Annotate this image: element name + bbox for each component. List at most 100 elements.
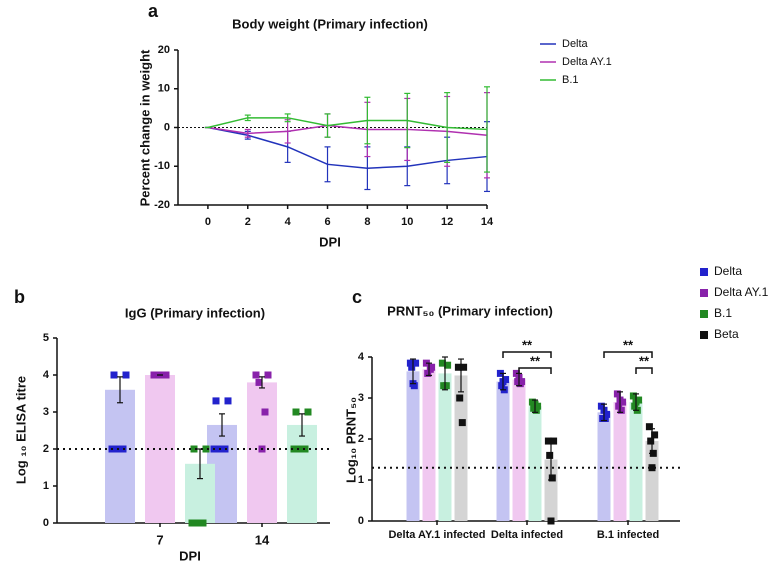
bar <box>406 371 420 521</box>
data-point <box>408 363 416 371</box>
data-point <box>460 363 468 371</box>
line <box>207 126 488 169</box>
data-point <box>651 431 659 439</box>
data-point <box>617 406 625 414</box>
x-tick-label: 14 <box>481 216 494 228</box>
data-point <box>292 408 300 416</box>
bar <box>287 424 317 523</box>
data-point <box>224 397 232 405</box>
data-point <box>426 365 434 373</box>
data-point <box>202 445 210 453</box>
y-tick-label: -20 <box>154 199 170 211</box>
data-point <box>424 369 432 377</box>
data-point <box>444 361 452 369</box>
panel-label: c <box>352 287 362 307</box>
significance-bracket <box>518 367 552 374</box>
legend-swatch <box>700 268 708 276</box>
data-point <box>548 474 556 482</box>
x-axis-label: DPI <box>179 548 201 563</box>
x-tick-label: 0 <box>205 216 211 228</box>
significance-bracket <box>635 367 653 374</box>
data-point <box>550 437 558 445</box>
data-point <box>516 380 524 388</box>
data-point <box>212 397 220 405</box>
significance-label: ** <box>522 337 533 352</box>
legend-swatch <box>700 310 708 318</box>
significance-bracket <box>502 351 552 358</box>
data-point <box>304 408 312 416</box>
y-tick-label: 1 <box>358 474 364 486</box>
data-point <box>629 392 637 400</box>
data-point <box>613 390 621 398</box>
legend-label: Delta <box>714 264 742 278</box>
data-point <box>438 359 446 367</box>
significance-bracket <box>603 351 653 358</box>
y-tick-label: 0 <box>43 517 49 529</box>
data-point <box>110 371 118 379</box>
bar <box>512 379 526 521</box>
data-point <box>298 445 306 453</box>
data-point <box>255 378 263 386</box>
data-point <box>631 402 639 410</box>
legend-label: B.1 <box>714 306 732 320</box>
chart-title: PRNT₅₀ (Primary infection) <box>387 303 553 318</box>
y-axis-label: Log ₁₀ ELISA titre <box>13 376 28 484</box>
significance-label: ** <box>623 337 634 352</box>
y-tick-label: 3 <box>43 406 49 418</box>
data-point <box>122 371 130 379</box>
y-tick-label: 0 <box>164 121 170 133</box>
x-tick-label: Delta AY.1 infected <box>388 529 485 541</box>
y-tick-label: 4 <box>43 369 50 381</box>
legend-swatch <box>700 331 708 339</box>
bar <box>247 382 277 523</box>
x-tick-label: 14 <box>255 532 270 547</box>
data-point <box>498 382 506 390</box>
x-tick-label: 12 <box>441 216 453 228</box>
line <box>207 124 488 136</box>
x-tick-label: 4 <box>285 216 292 228</box>
panel-label: b <box>14 287 25 307</box>
data-point <box>647 437 655 445</box>
data-point <box>188 519 196 527</box>
legend-label: Delta <box>562 38 589 50</box>
legend-label: Delta AY.1 <box>562 56 612 68</box>
significance-label: ** <box>639 353 650 368</box>
y-tick-label: 5 <box>43 332 49 344</box>
data-point <box>603 410 611 418</box>
x-tick-label: 7 <box>156 532 163 547</box>
bar <box>528 406 542 521</box>
legend-label: B.1 <box>562 74 579 86</box>
data-point <box>252 371 260 379</box>
chart-title: IgG (Primary infection) <box>125 305 265 320</box>
panel-label: a <box>148 1 159 21</box>
chart-title: Body weight (Primary infection) <box>232 16 428 31</box>
y-tick-label: 2 <box>358 433 364 445</box>
line <box>207 117 488 131</box>
bar <box>613 402 627 521</box>
x-tick-label: Delta infected <box>491 529 563 541</box>
x-tick-label: 10 <box>401 216 413 228</box>
bar <box>597 412 611 521</box>
x-tick-label: 2 <box>245 216 251 228</box>
y-axis-label: Log₁₀ PRNT₅₀ <box>343 397 358 483</box>
data-point <box>196 519 204 527</box>
x-axis-label: DPI <box>319 234 341 249</box>
legend-label: Beta <box>714 327 739 341</box>
bar <box>645 441 659 521</box>
y-tick-label: 2 <box>43 443 49 455</box>
data-point <box>597 402 605 410</box>
data-point <box>264 371 272 379</box>
data-point <box>458 419 466 427</box>
data-point <box>116 445 124 453</box>
y-tick-label: 0 <box>358 515 364 527</box>
data-point <box>442 382 450 390</box>
y-tick-label: -10 <box>154 160 170 172</box>
bar <box>105 389 135 523</box>
bar <box>629 402 643 521</box>
data-point <box>547 517 555 525</box>
y-tick-label: 1 <box>43 480 49 492</box>
data-point <box>645 423 653 431</box>
data-point <box>190 445 198 453</box>
data-point <box>648 464 656 472</box>
